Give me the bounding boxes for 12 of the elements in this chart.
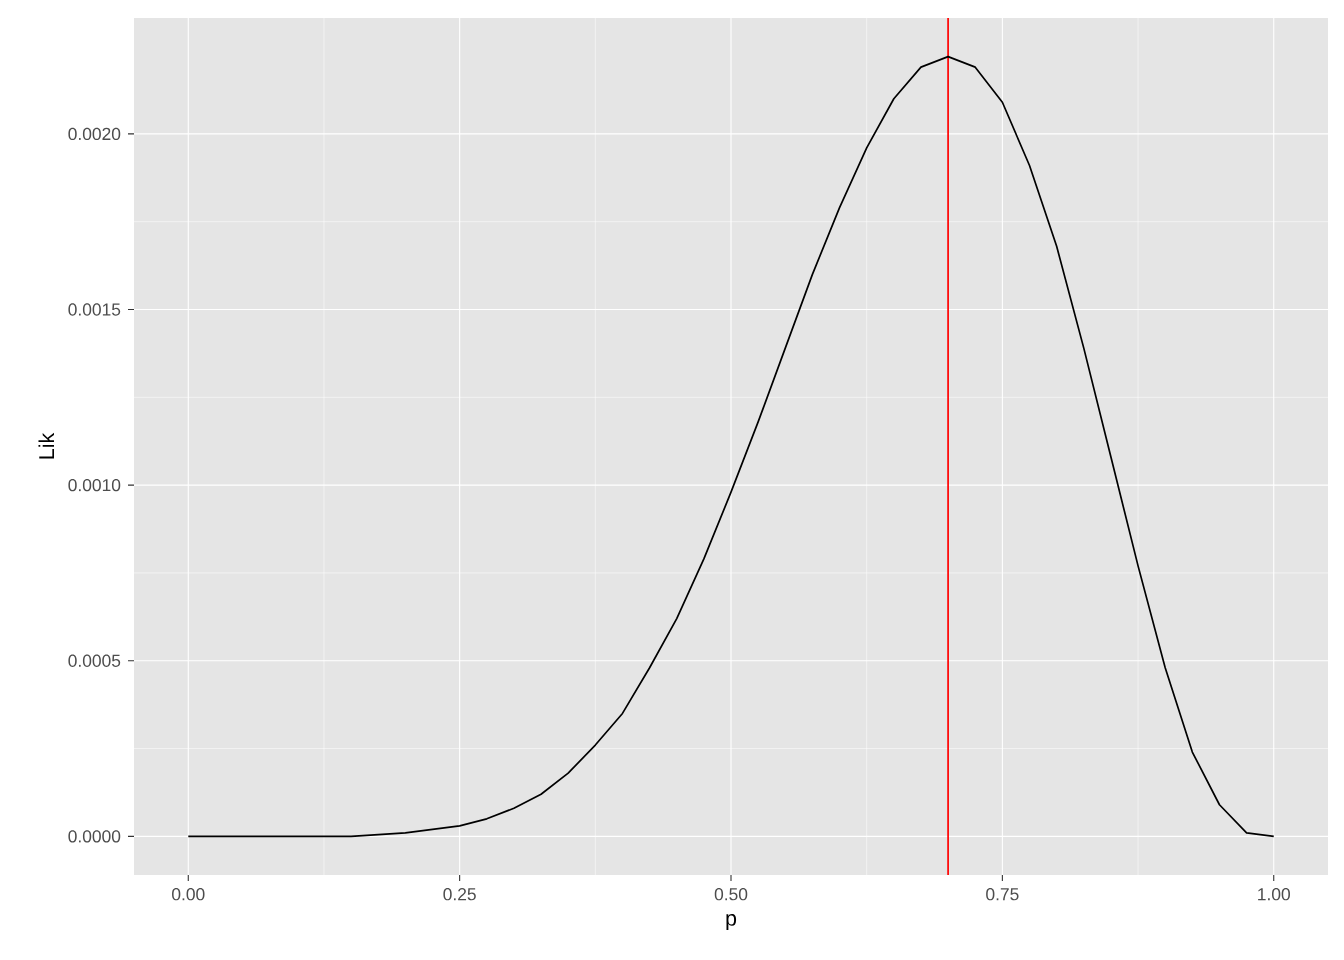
y-axis-title: Lik (38, 432, 54, 459)
x-axis-title: p (726, 914, 737, 931)
x-tick-label: 0.00 (172, 888, 205, 901)
y-tick-label: 0.0005 (68, 654, 121, 667)
x-tick-label: 0.50 (714, 888, 748, 901)
y-tick-label: 0.0020 (68, 127, 121, 141)
x-tick-label: 0.25 (443, 888, 476, 901)
y-tick-label: 0.0010 (68, 478, 121, 492)
x-tick-label: 0.75 (986, 888, 1019, 901)
x-tick-label: 1.00 (1258, 888, 1290, 901)
y-tick-label: 0.0015 (68, 303, 121, 316)
y-tick-label: 0.0000 (68, 830, 121, 843)
